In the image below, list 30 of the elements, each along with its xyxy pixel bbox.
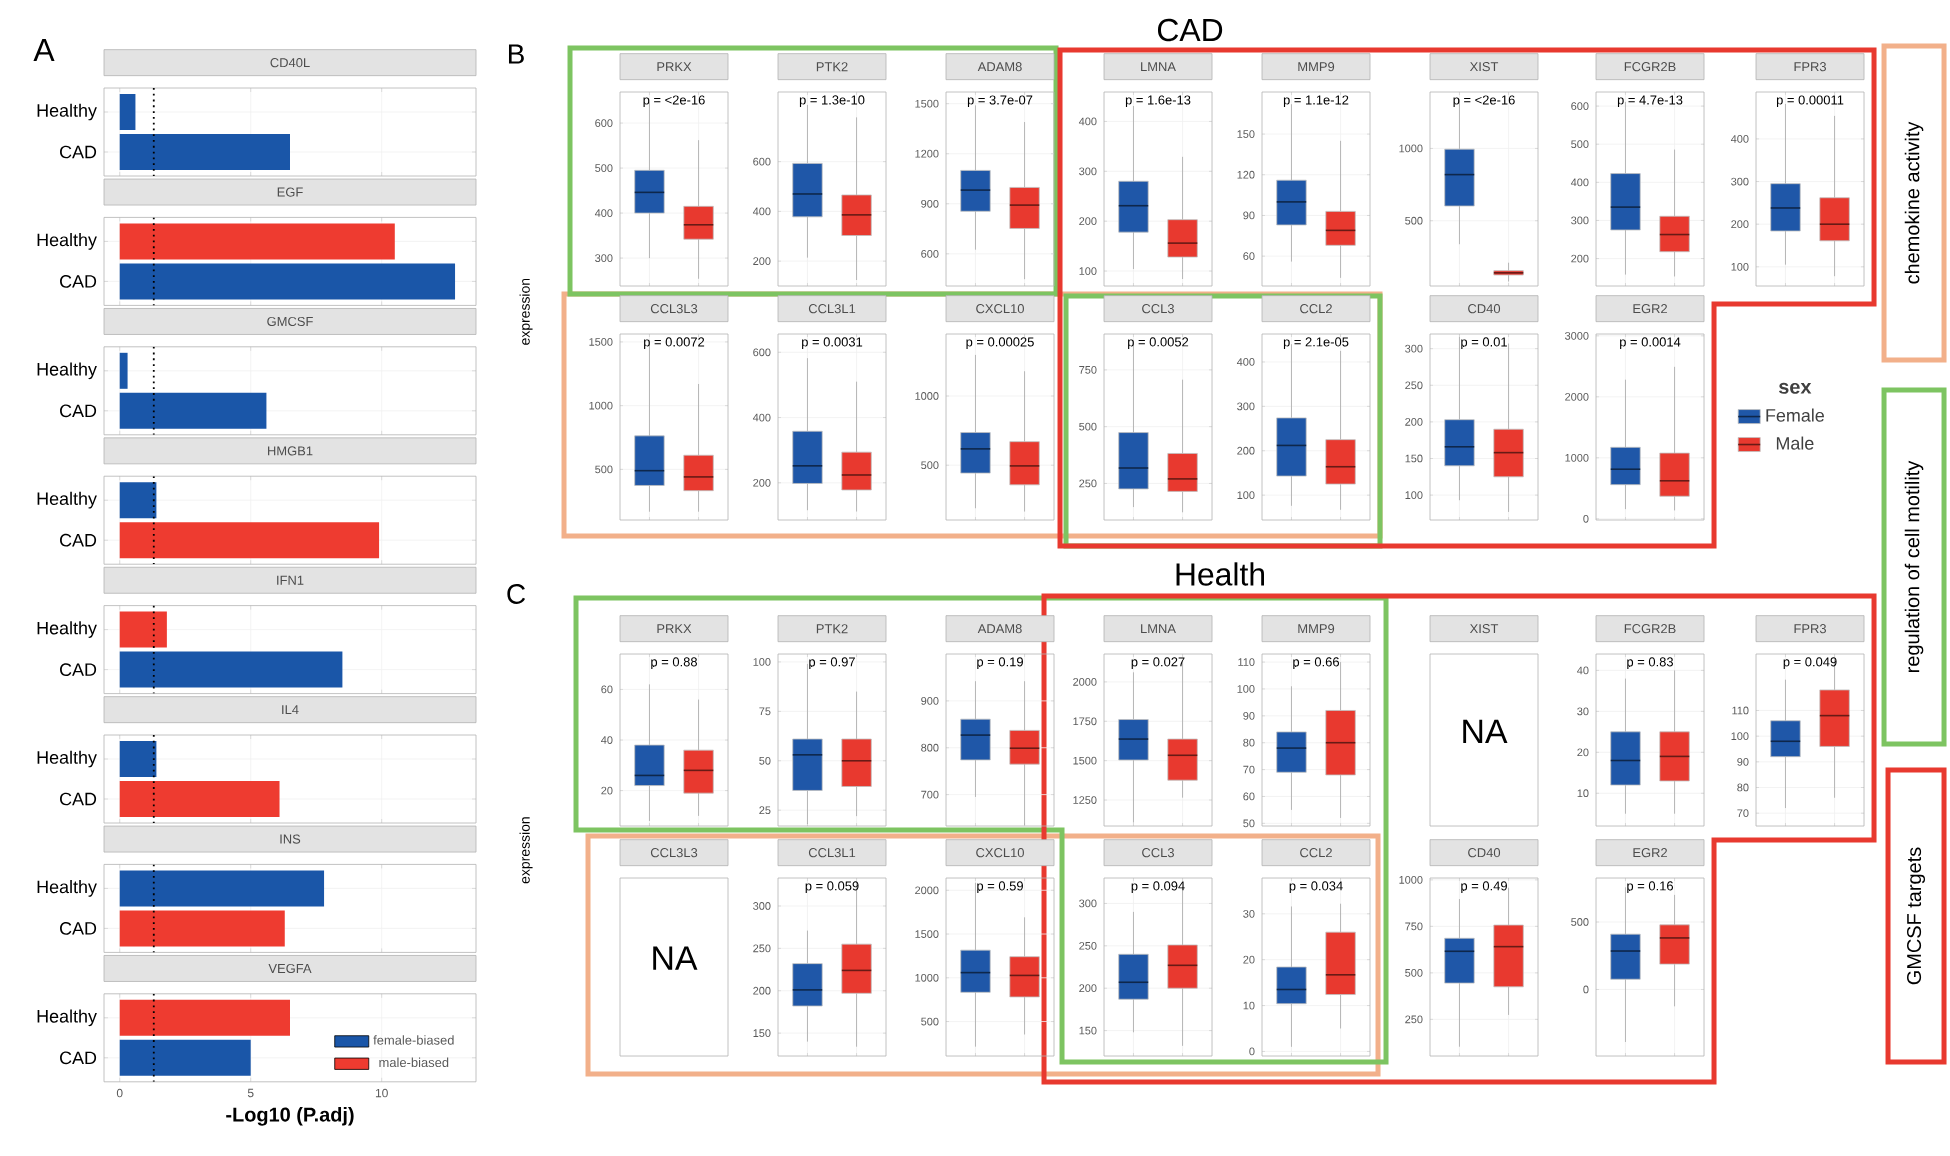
text: B (508, 44, 524, 64)
y-tick-label: CAD (60, 145, 97, 159)
text: CAD (1157, 18, 1223, 42)
y-tick-label: CAD (60, 404, 97, 418)
y-tick-label: Healthy (37, 362, 97, 380)
y-tick-label: Healthy (37, 880, 97, 897)
y-tick-label: CAD (60, 792, 97, 806)
y-tick-label: Healthy (37, 103, 97, 121)
text: chemokine activity (1904, 121, 1924, 284)
y-tick-label: Healthy (37, 491, 97, 509)
text: regulation of cell motility (1904, 460, 1924, 673)
text: NA (1463, 719, 1508, 744)
x-axis-title: -Log10 (P.adj) (226, 1107, 354, 1126)
text: NA (653, 946, 698, 970)
text: Health (1176, 562, 1264, 586)
legend-label: Female (1766, 408, 1824, 422)
y-tick-label: Healthy (37, 621, 97, 638)
legend-title: sex (1778, 382, 1812, 394)
y-tick-label: CAD (60, 275, 97, 288)
legend-label: Male (1776, 436, 1814, 450)
y-tick-label: CAD (60, 533, 97, 547)
y-tick-label: CAD (60, 922, 97, 935)
y-tick-label: Healthy (37, 750, 97, 768)
y-tick-label: CAD (60, 663, 97, 676)
y-tick-label: Healthy (37, 1009, 97, 1027)
text: C (507, 584, 526, 604)
text: A (33, 39, 55, 61)
y-tick-label: CAD (60, 1051, 97, 1065)
text: GMCSF targets (1907, 847, 1926, 985)
y-tick-label: Healthy (37, 233, 97, 250)
